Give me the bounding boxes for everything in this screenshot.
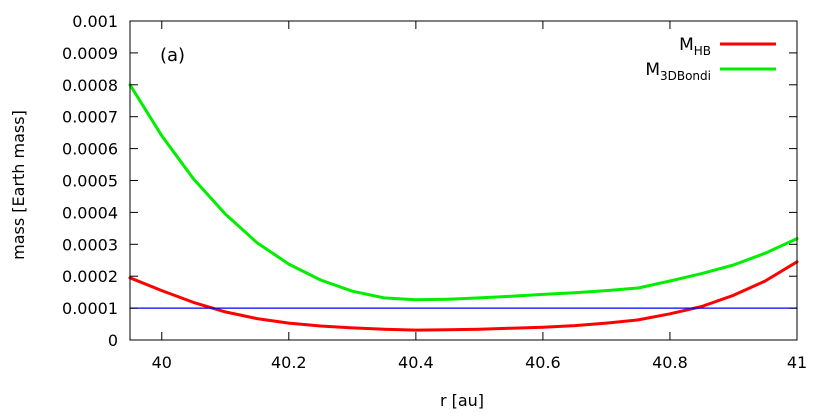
y-tick-label: 0.0008 xyxy=(62,76,118,95)
x-tick-label: 40.6 xyxy=(525,353,561,372)
y-tick-label: 0.0006 xyxy=(62,140,118,159)
y-axis-title: mass [Earth mass] xyxy=(9,110,28,260)
y-tick-label: 0.0005 xyxy=(62,172,118,191)
y-tick-label: 0.0004 xyxy=(62,203,118,222)
y-tick-label: 0.0003 xyxy=(62,235,118,254)
series-layer xyxy=(128,83,799,332)
y-tick-label: 0.0007 xyxy=(62,108,118,127)
y-tick-label: 0.0009 xyxy=(62,44,118,63)
x-tick-label: 40.2 xyxy=(271,353,307,372)
y-tick-label: 0.0002 xyxy=(62,267,118,286)
x-tick-label: 40.8 xyxy=(652,353,688,372)
y-tick-label: 0 xyxy=(108,331,118,350)
x-tick-label: 41 xyxy=(787,353,807,372)
x-tick-label: 40.4 xyxy=(398,353,434,372)
legend-label-subscript: 3DBondi xyxy=(660,69,711,83)
panel-label: (a) xyxy=(160,45,185,66)
legend-label-subscript: HB xyxy=(694,44,711,58)
y-tick-label: 0.001 xyxy=(72,12,118,31)
ticks-layer: 0 0.0001 0.0002 0.0003 0.0004 0.0005 0.0006 0.0… xyxy=(62,12,807,372)
x-axis-title: r [au] xyxy=(440,391,484,410)
series-line-m-3dbondi xyxy=(128,83,799,302)
x-tick-label: 40 xyxy=(152,353,172,372)
y-tick-label: 0.0001 xyxy=(62,299,118,318)
legend-label: MHB xyxy=(679,35,711,58)
series-line-m-hb xyxy=(128,260,799,332)
legend-label: M3DBondi xyxy=(645,60,711,83)
